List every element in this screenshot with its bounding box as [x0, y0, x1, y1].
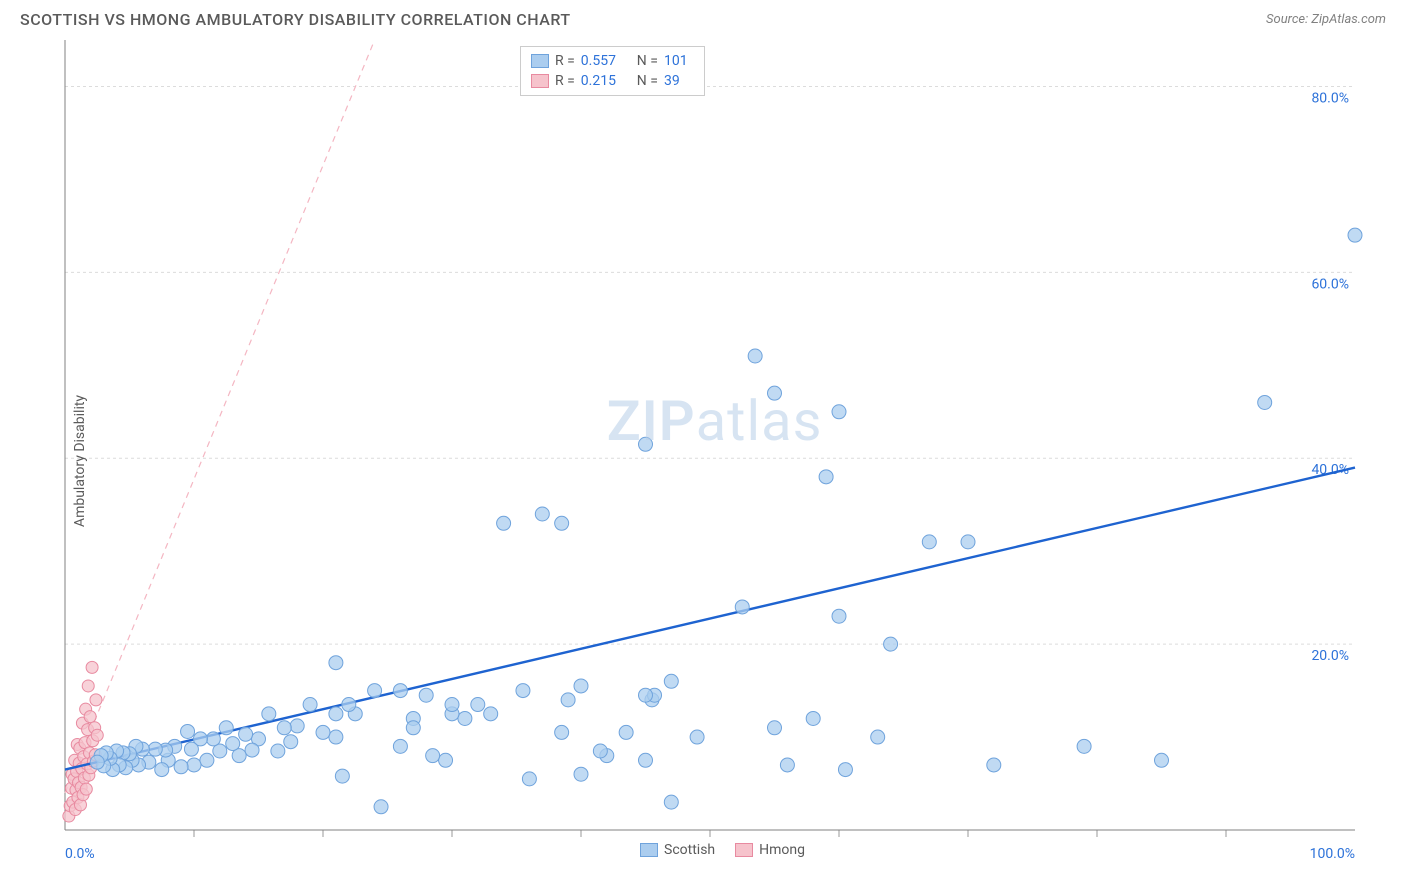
scatter-plot: 20.0%40.0%60.0%80.0%0.0%100.0%	[20, 40, 1375, 880]
svg-text:60.0%: 60.0%	[1311, 276, 1349, 292]
svg-text:80.0%: 80.0%	[1311, 90, 1349, 106]
stats-row: R = 0.215 N = 39	[531, 71, 694, 91]
r-label: R =	[555, 73, 575, 89]
legend-swatch	[735, 843, 753, 857]
r-label: R =	[555, 53, 575, 69]
series-legend: Scottish Hmong	[640, 842, 805, 858]
legend-swatch	[531, 74, 549, 88]
source-label: Source: ZipAtlas.com	[1266, 12, 1386, 27]
legend-label: Scottish	[664, 842, 715, 858]
svg-text:0.0%: 0.0%	[65, 846, 95, 862]
chart-title: SCOTTISH VS HMONG AMBULATORY DISABILITY …	[20, 10, 571, 29]
svg-text:20.0%: 20.0%	[1311, 648, 1349, 664]
legend-label: Hmong	[759, 842, 805, 858]
stats-legend: R = 0.557 N = 101 R = 0.215 N = 39	[520, 46, 705, 96]
legend-swatch	[531, 54, 549, 68]
n-value: 101	[664, 53, 694, 69]
y-axis-label: Ambulatory Disability	[72, 395, 88, 527]
n-value: 39	[664, 73, 694, 89]
chart-container: Ambulatory Disability 20.0%40.0%60.0%80.…	[20, 40, 1386, 882]
n-label: N =	[637, 53, 658, 69]
n-label: N =	[637, 73, 658, 89]
r-value: 0.557	[581, 53, 631, 69]
r-value: 0.215	[581, 73, 631, 89]
legend-item: Scottish	[640, 842, 715, 858]
svg-text:100.0%: 100.0%	[1310, 846, 1355, 862]
legend-swatch	[640, 843, 658, 857]
stats-row: R = 0.557 N = 101	[531, 51, 694, 71]
legend-item: Hmong	[735, 842, 805, 858]
